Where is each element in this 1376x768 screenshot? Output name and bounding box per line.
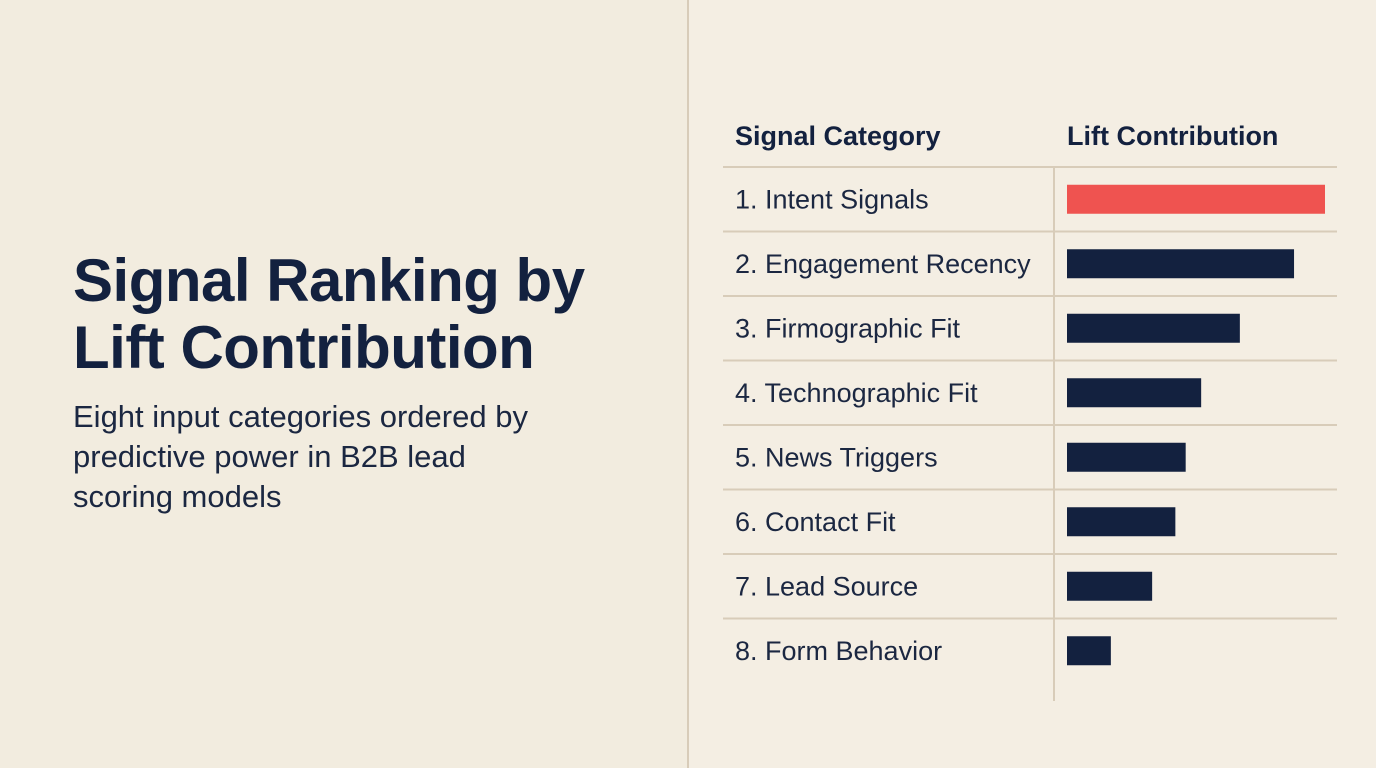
row-label-6: 6. Contact Fit bbox=[735, 507, 896, 537]
bar-3 bbox=[1067, 313, 1240, 343]
row-label-4: 4. Technographic Fit bbox=[735, 378, 978, 408]
row-label-1: 1. Intent Signals bbox=[735, 184, 929, 214]
bar-8 bbox=[1067, 636, 1111, 666]
bar-5 bbox=[1067, 442, 1186, 472]
chart-svg: Signal Category Lift Contribution 1. Inten… bbox=[723, 121, 1337, 701]
row-label-3: 3. Firmographic Fit bbox=[735, 313, 961, 343]
page-subtitle: Eight input categories ordered by predic… bbox=[73, 399, 528, 514]
bar-6 bbox=[1067, 507, 1176, 537]
row-label-2: 2. Engagement Recency bbox=[735, 249, 1031, 279]
bar-1 bbox=[1067, 184, 1325, 214]
page-title: Signal Ranking by Lift Contribution bbox=[73, 247, 585, 381]
lift-contribution-chart: Signal Category Lift Contribution 1. Inten… bbox=[723, 103, 1337, 701]
bar-7 bbox=[1067, 571, 1153, 601]
row-label-5: 5. News Triggers bbox=[735, 442, 938, 472]
left-panel bbox=[0, 0, 688, 768]
column-header-signal-category: Signal Category bbox=[735, 121, 941, 151]
bar-2 bbox=[1067, 249, 1295, 279]
panel-divider bbox=[687, 0, 689, 768]
row-label-8: 8. Form Behavior bbox=[735, 636, 942, 666]
row-label-7: 7. Lead Source bbox=[735, 571, 918, 601]
bar-4 bbox=[1067, 378, 1202, 408]
column-header-lift-contribution: Lift Contribution bbox=[1067, 121, 1278, 151]
